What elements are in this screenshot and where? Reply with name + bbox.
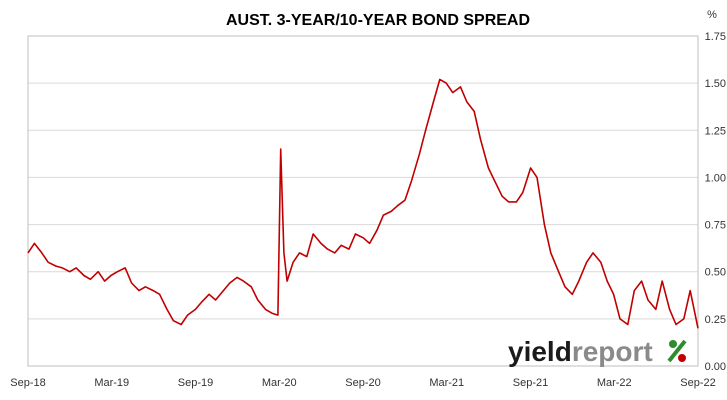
y-tick-label: 1.25 [705,125,726,137]
y-tick-label: 1.00 [705,172,726,184]
x-tick-label: Mar-21 [429,377,464,389]
y-tick-label: 0.25 [705,314,726,326]
plot-frame [27,35,699,367]
y-tick-label: 1.75 [705,31,726,43]
svg-text:yieldreport: yieldreport [508,336,653,367]
yieldreport-logo: yieldreport [508,336,687,367]
percent-logo-icon [667,339,687,363]
x-axis: Sep-18 Mar-19 Sep-19 Mar-20 Sep-20 Mar-21 Sep-… [10,377,715,389]
x-tick-label: Sep-20 [345,377,380,389]
x-tick-label: Mar-20 [262,377,297,389]
y-tick-label: 0.75 [705,220,726,232]
x-tick-label: Mar-22 [597,377,632,389]
x-tick-label: Sep-21 [513,377,548,389]
y-tick-label: 1.50 [705,78,726,90]
spread-series-line [27,78,699,329]
y-axis-unit: % [707,9,717,21]
y-axis: 0.00 0.25 0.50 0.75 1.00 1.25 1.50 1.75 [705,31,726,373]
x-tick-label: Sep-18 [10,377,45,389]
x-tick-label: Mar-19 [94,377,129,389]
chart-title: AUST. 3-YEAR/10-YEAR BOND SPREAD [226,12,530,29]
y-tick-label: 0.50 [705,267,726,279]
y-tick-label: 0.00 [705,361,726,373]
logo-text-report: report [572,336,653,367]
x-tick-label: Sep-19 [178,377,213,389]
series-group [27,78,699,329]
x-tick-label: Sep-22 [680,377,715,389]
grid [28,35,698,367]
logo-text-yield: yield [508,336,572,367]
